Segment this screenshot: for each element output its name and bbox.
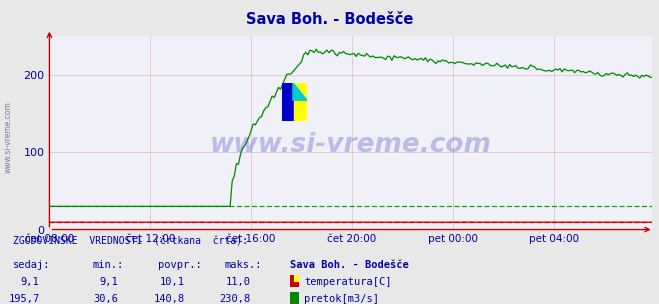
Text: temperatura[C]: temperatura[C] <box>304 277 392 287</box>
Bar <box>294 83 307 121</box>
Text: 140,8: 140,8 <box>154 295 185 304</box>
Text: povpr.:: povpr.: <box>158 260 202 270</box>
Text: www.si-vreme.com: www.si-vreme.com <box>210 132 492 157</box>
Text: maks.:: maks.: <box>224 260 262 270</box>
Text: min.:: min.: <box>92 260 123 270</box>
Text: 230,8: 230,8 <box>219 295 250 304</box>
Text: 30,6: 30,6 <box>94 295 119 304</box>
Text: sedaj:: sedaj: <box>13 260 51 270</box>
Text: www.si-vreme.com: www.si-vreme.com <box>3 101 13 173</box>
Text: 195,7: 195,7 <box>9 295 40 304</box>
Text: Sava Boh. - Bodešče: Sava Boh. - Bodešče <box>246 12 413 27</box>
Polygon shape <box>293 83 307 100</box>
Bar <box>281 83 294 121</box>
Text: 9,1: 9,1 <box>100 277 119 287</box>
Text: 10,1: 10,1 <box>159 277 185 287</box>
Text: ZGODOVINSKE  VREDNOSTI  (črtkana  črta):: ZGODOVINSKE VREDNOSTI (črtkana črta): <box>13 237 248 247</box>
Text: 11,0: 11,0 <box>225 277 250 287</box>
Text: pretok[m3/s]: pretok[m3/s] <box>304 295 380 304</box>
Text: Sava Boh. - Bodešče: Sava Boh. - Bodešče <box>290 260 409 270</box>
Text: 9,1: 9,1 <box>21 277 40 287</box>
